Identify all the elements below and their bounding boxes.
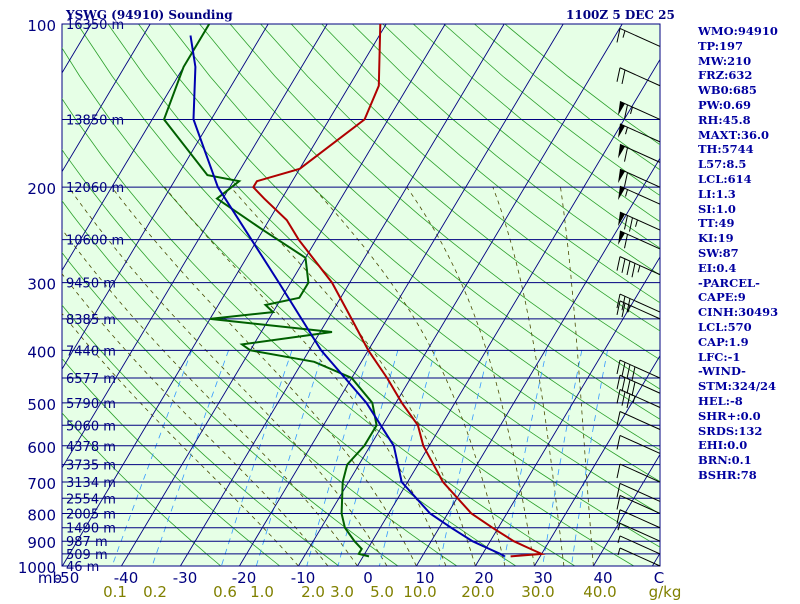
height-label: 7440 m xyxy=(66,344,116,359)
height-label: 6577 m xyxy=(66,372,116,387)
index-ei: EI:0.4 xyxy=(698,261,778,276)
index-wmo: WMO:94910 xyxy=(698,24,778,39)
height-label: 3735 m xyxy=(66,459,116,474)
isotherm xyxy=(0,24,32,577)
index-bshr: BSHR:78 xyxy=(698,468,778,483)
index-cape: CAPE:9 xyxy=(698,290,778,305)
height-label: 5060 m xyxy=(66,419,116,434)
mixing-ratio-tick-label: 40.0 xyxy=(583,583,616,600)
index-brn: BRN:0.1 xyxy=(698,453,778,468)
index-cinh: CINH:30493 xyxy=(698,305,778,320)
observation-time: 1100Z 5 DEC 25 xyxy=(566,8,675,22)
index-mw: MW:210 xyxy=(698,54,778,69)
mixing-ratio-tick-label: 0.2 xyxy=(143,583,167,600)
mixing-ratio-tick-label: 5.0 xyxy=(370,583,394,600)
pressure-tick-label: 200 xyxy=(27,180,56,198)
index-parcel-lcl: LCL:570 xyxy=(698,320,778,335)
index-maxt: MAXT:36.0 xyxy=(698,128,778,143)
index-lfc: LFC:-1 xyxy=(698,350,778,365)
index-hel: HEL:-8 xyxy=(698,394,778,409)
index-wb0: WB0:685 xyxy=(698,83,778,98)
height-label: 9450 m xyxy=(66,277,116,292)
mixing-ratio-tick-label: 0.6 xyxy=(213,583,237,600)
index-si: SI:1.0 xyxy=(698,202,778,217)
index-l57: L57:8.5 xyxy=(698,157,778,172)
temperature-tick-label: -30 xyxy=(173,569,198,587)
height-label: 13850 m xyxy=(66,113,124,128)
mixing-ratio-tick-label: 3.0 xyxy=(330,583,354,600)
mixing-ratio-tick-label: 1.0 xyxy=(250,583,274,600)
height-label: 4378 m xyxy=(66,440,116,455)
index-pw: PW:0.69 xyxy=(698,98,778,113)
height-label: 2005 m xyxy=(66,507,116,522)
section-wind: -WIND- xyxy=(698,364,778,379)
height-label: 10600 m xyxy=(66,234,124,249)
index-frz: FRZ:632 xyxy=(698,68,778,83)
mixing-ratio-tick-label: 0.1 xyxy=(103,583,127,600)
pressure-tick-label: 400 xyxy=(27,343,56,361)
index-tp: TP:197 xyxy=(698,39,778,54)
height-label: 5790 m xyxy=(66,397,116,412)
section-parcel: -PARCEL- xyxy=(698,276,778,291)
mixing-ratio-unit: g/kg xyxy=(649,583,682,600)
pressure-tick-label: 100 xyxy=(27,17,56,35)
index-lcl: LCL:614 xyxy=(698,172,778,187)
mixing-ratio-tick-label: 20.0 xyxy=(461,583,494,600)
index-th: TH:5744 xyxy=(698,142,778,157)
plot-area xyxy=(62,24,660,566)
mixing-ratio-tick-label: 30.0 xyxy=(521,583,554,600)
index-sw: SW:87 xyxy=(698,246,778,261)
pressure-tick-label: 600 xyxy=(27,439,56,457)
height-label: 2554 m xyxy=(66,492,116,507)
pressure-tick-label: 700 xyxy=(27,475,56,493)
height-label: 8385 m xyxy=(66,313,116,328)
index-stm: STM:324/24 xyxy=(698,379,778,394)
index-ki: KI:19 xyxy=(698,231,778,246)
index-tt: TT:49 xyxy=(698,216,778,231)
mixing-ratio-tick-label: 2.0 xyxy=(301,583,325,600)
station-title: YSWG (94910) Sounding xyxy=(66,8,233,22)
pressure-tick-label: 300 xyxy=(27,276,56,294)
index-srds: SRDS:132 xyxy=(698,424,778,439)
pressure-tick-label: 900 xyxy=(27,534,56,552)
mixing-ratio-tick-label: 10.0 xyxy=(403,583,436,600)
height-label: 3134 m xyxy=(66,476,116,491)
indices-panel: WMO:94910 TP:197 MW:210 FRZ:632 WB0:685 … xyxy=(698,24,778,483)
index-shr: SHR+:0.0 xyxy=(698,409,778,424)
height-label: 12060 m xyxy=(66,181,124,196)
index-rh: RH:45.8 xyxy=(698,113,778,128)
index-cap: CAP:1.9 xyxy=(698,335,778,350)
index-li: LI:1.3 xyxy=(698,187,778,202)
index-ehi: EHI:0.0 xyxy=(698,438,778,453)
pressure-tick-label: 500 xyxy=(27,396,56,414)
temperature-tick-label: -50 xyxy=(55,569,80,587)
pressure-tick-label: 800 xyxy=(27,506,56,524)
